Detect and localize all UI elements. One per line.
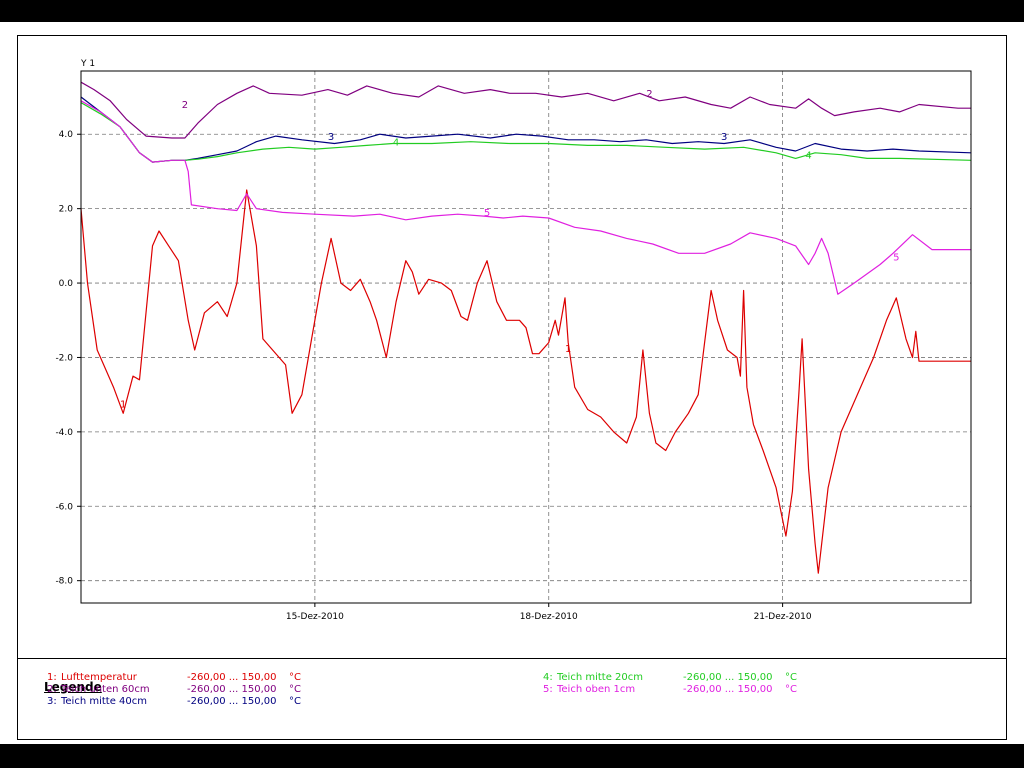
page: Y 1 1 1 2 2 3 3 4 4 5 5 4.0 2.0 0.0 -2.0 -4.0 -6.0 -8.0… [0, 22, 1024, 744]
legend-range: -260,00 ... 150,00 [187, 696, 277, 707]
series-marker-4: 4 [805, 150, 811, 161]
y-tick-label: -4.0 [55, 428, 73, 438]
series-marker-2: 2 [646, 89, 652, 100]
y-tick-label: -8.0 [55, 577, 73, 587]
y-tick-label: -6.0 [55, 502, 73, 512]
legend-range: -260,00 ... 150,00 [683, 684, 773, 695]
legend-number: 4: [543, 672, 553, 683]
grid [81, 71, 971, 603]
series-line-4 [80, 102, 972, 163]
line-chart: Y 1 1 1 2 2 3 3 4 4 5 5 4.0 2.0 0.0 -2.0 -4.0 -6.0 -8.0… [55, 59, 972, 622]
y-tick-label: -2.0 [55, 353, 73, 363]
series-marker-4: 4 [393, 137, 399, 148]
series-line-2 [80, 81, 971, 139]
series-marker-3: 3 [721, 132, 727, 143]
series-marker-5: 5 [893, 253, 899, 264]
axis-ticks: 4.0 2.0 0.0 -2.0 -4.0 -6.0 -8.0 15-Dez-2010 18-D… [55, 130, 811, 622]
series-marker-3: 3 [328, 132, 334, 143]
legend-name: Teich mitte 20cm [557, 672, 644, 683]
y-tick-label: 0.0 [59, 279, 74, 289]
plot-area [80, 70, 972, 604]
legend-divider [18, 658, 1006, 659]
legend-range: -260,00 ... 150,00 [683, 672, 773, 683]
legend-name: Teich mitte 40cm [61, 696, 148, 707]
legend-range: -260,00 ... 150,00 [187, 684, 277, 695]
series-marker-1: 1 [565, 344, 571, 355]
legend-unit: °C [785, 672, 797, 683]
legend-unit: °C [785, 684, 797, 695]
legend-number: 1: [47, 672, 57, 683]
y-axis-label: Y 1 [80, 59, 95, 69]
legend-number: 5: [543, 684, 553, 695]
series-line-5 [80, 100, 971, 295]
legend-unit: °C [289, 696, 301, 707]
series-marker-1: 1 [120, 400, 126, 411]
legend-name: Teich unten 60cm [61, 684, 150, 695]
x-tick-label: 18-Dez-2010 [520, 612, 578, 622]
legend-name: Teich oben 1cm [557, 684, 636, 695]
legend-name: Lufttemperatur [61, 672, 137, 683]
series-marker-5: 5 [484, 208, 490, 219]
series-marker-2: 2 [182, 100, 188, 111]
legend-number: 3: [47, 696, 57, 707]
legend-unit: °C [289, 684, 301, 695]
y-tick-label: 2.0 [59, 205, 74, 215]
x-tick-label: 15-Dez-2010 [286, 612, 344, 622]
legend-title: Legende [44, 680, 102, 694]
series-markers: 1 1 2 2 3 3 4 4 5 5 [120, 89, 899, 411]
x-tick-label: 21-Dez-2010 [754, 612, 812, 622]
legend-number: 2: [47, 684, 57, 695]
series-line-1 [80, 189, 971, 574]
chart-frame: Y 1 1 1 2 2 3 3 4 4 5 5 4.0 2.0 0.0 -2.0 -4.0 -6.0 -8.0… [17, 35, 1007, 740]
y-tick-label: 4.0 [59, 130, 74, 140]
series-lines [80, 81, 972, 574]
legend-range: -260,00 ... 150,00 [187, 672, 277, 683]
legend-unit: °C [289, 672, 301, 683]
